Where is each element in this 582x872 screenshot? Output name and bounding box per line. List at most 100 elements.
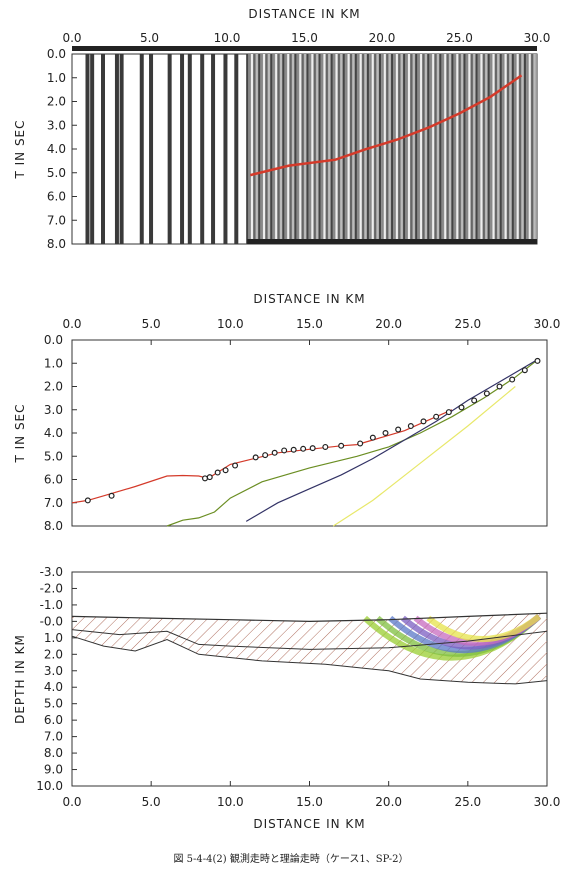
observed-point	[420, 418, 427, 425]
y-tick-label: -2.0	[40, 581, 63, 595]
x-axis-label: DISTANCE IN KM	[253, 817, 365, 831]
observed-point	[300, 445, 307, 452]
observed-point	[357, 440, 364, 447]
y-tick-label: 10.0	[36, 779, 63, 793]
trace-position-ruler	[72, 46, 537, 51]
y-tick-label: 5.0	[44, 697, 63, 711]
observed-point	[262, 452, 269, 459]
x-tick-label: 20.0	[369, 31, 396, 45]
travel-time-curve-4	[332, 386, 516, 527]
observed-point	[521, 367, 528, 374]
observed-point	[108, 492, 115, 499]
y-tick-label: 3.0	[47, 118, 66, 132]
observed-point	[534, 357, 541, 364]
travel-time-curve-1	[71, 409, 453, 504]
observed-point	[222, 467, 229, 474]
seismic-trace	[234, 54, 239, 244]
observed-point	[309, 445, 316, 452]
observed-point	[445, 409, 452, 416]
observed-point	[483, 390, 490, 397]
y-tick-label: 3.0	[44, 664, 63, 678]
y-tick-label: 6.0	[47, 190, 66, 204]
seismic-trace	[119, 54, 124, 244]
x-axis-label: DISTANCE IN KM	[248, 7, 360, 21]
y-tick-label: 8.0	[44, 746, 63, 760]
observed-point	[202, 475, 209, 482]
observed-point	[84, 497, 91, 504]
x-tick-label: 5.0	[140, 31, 159, 45]
y-tick-label: -3.0	[40, 565, 63, 579]
y-tick-label: 6.0	[44, 473, 63, 487]
y-axis-label: T IN SEC	[13, 119, 27, 179]
x-tick-label: 25.0	[446, 31, 473, 45]
seismic-trace	[167, 54, 172, 244]
y-axis-label: DEPTH IN KM	[13, 634, 27, 724]
y-tick-label: 7.0	[44, 730, 63, 744]
x-tick-label: 20.0	[375, 795, 402, 809]
seismic-trace	[180, 54, 185, 244]
y-tick-label: 0.0	[44, 333, 63, 347]
travel-time-curve-2	[166, 358, 540, 527]
y-tick-label: 7.0	[44, 496, 63, 510]
plot-frame	[71, 339, 548, 527]
y-axis-label: T IN SEC	[13, 403, 27, 463]
seismic-trace	[187, 54, 192, 244]
x-tick-label: 15.0	[291, 31, 318, 45]
x-tick-label: 25.0	[454, 317, 481, 331]
first-arrival-pick-line	[250, 74, 523, 177]
y-tick-label: 1.0	[44, 356, 63, 370]
basement-boundary	[71, 635, 548, 685]
seismic-trace	[114, 54, 119, 244]
seismic-trace	[101, 54, 105, 244]
y-tick-label: 5.0	[47, 166, 66, 180]
seismic-trace	[200, 54, 205, 244]
y-tick-label: 8.0	[44, 519, 63, 533]
x-axis-label: DISTANCE IN KM	[253, 292, 365, 306]
y-tick-label: -0.0	[40, 614, 63, 628]
observed-point	[382, 430, 389, 437]
observed-point	[395, 426, 402, 433]
observed-point	[509, 376, 516, 383]
observed-point	[458, 404, 465, 411]
observed-point	[252, 454, 259, 461]
y-tick-label: 1.0	[44, 631, 63, 645]
y-tick-label: 6.0	[44, 713, 63, 727]
seismic-trace	[85, 54, 90, 244]
seismic-trace	[149, 54, 154, 244]
y-tick-label: -1.0	[40, 598, 63, 612]
observed-point	[214, 469, 221, 476]
observed-point	[369, 434, 376, 441]
x-tick-label: 30.0	[524, 31, 551, 45]
y-tick-label: 0.0	[47, 47, 66, 61]
x-tick-label: 5.0	[142, 317, 161, 331]
travel-time-curve-3	[245, 358, 540, 522]
seismic-trace	[223, 54, 228, 244]
x-tick-label: 30.0	[534, 795, 561, 809]
y-tick-label: 1.0	[47, 71, 66, 85]
y-tick-label: 3.0	[44, 403, 63, 417]
y-tick-label: 7.0	[47, 213, 66, 227]
x-tick-label: 5.0	[142, 795, 161, 809]
x-tick-label: 15.0	[296, 795, 323, 809]
observed-point	[290, 446, 297, 453]
x-tick-label: 10.0	[217, 795, 244, 809]
x-tick-label: 15.0	[296, 317, 323, 331]
observed-point	[433, 413, 440, 420]
y-tick-label: 8.0	[47, 237, 66, 251]
x-tick-label: 0.0	[62, 31, 81, 45]
trace-bottom-band	[247, 239, 537, 244]
x-tick-label: 0.0	[62, 317, 81, 331]
y-tick-label: 5.0	[44, 449, 63, 463]
layer-boundary	[71, 629, 548, 650]
observed-point	[281, 447, 288, 454]
x-tick-label: 10.0	[217, 317, 244, 331]
y-tick-label: 4.0	[47, 142, 66, 156]
seismic-trace	[139, 54, 144, 244]
observed-point	[206, 474, 213, 481]
observed-point	[496, 383, 503, 390]
observed-point	[232, 462, 239, 469]
x-tick-label: 20.0	[375, 317, 402, 331]
observed-point	[271, 449, 278, 456]
x-tick-label: 0.0	[62, 795, 81, 809]
